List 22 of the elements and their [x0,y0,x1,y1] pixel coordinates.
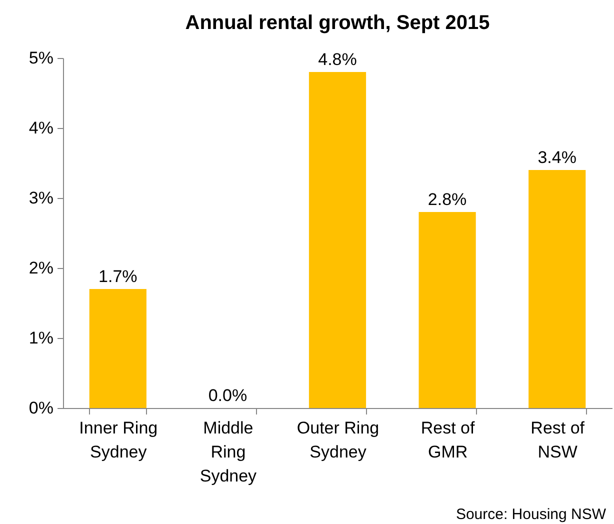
chart-title: Annual rental growth, Sept 2015 [185,12,490,34]
data-label: 2.8% [428,190,467,209]
data-label: 3.4% [538,148,576,167]
source-note: Source: Housing NSW [456,506,607,523]
y-tick-label: 0% [28,398,54,418]
bar [308,72,366,408]
bar [89,289,146,408]
data-label: 0.0% [208,386,248,405]
bar [418,212,476,408]
x-tick-label: Outer Ring Sydney [296,418,380,462]
y-tick-label: 3% [28,188,54,208]
y-tick-label: 2% [28,258,54,278]
bar [528,170,586,408]
x-tick-label: Rest of NSW [530,418,585,462]
x-tick-label: Rest of GMR [420,418,476,462]
y-tick-label: 5% [28,48,54,68]
x-tick-label: Middle Ring Sydney [200,418,258,486]
y-tick-label: 4% [28,118,54,138]
data-label: 4.8% [318,50,357,69]
x-tick-label: Inner Ring Sydney [79,418,158,462]
y-tick-label: 1% [28,328,54,348]
data-label: 1.7% [98,267,138,286]
